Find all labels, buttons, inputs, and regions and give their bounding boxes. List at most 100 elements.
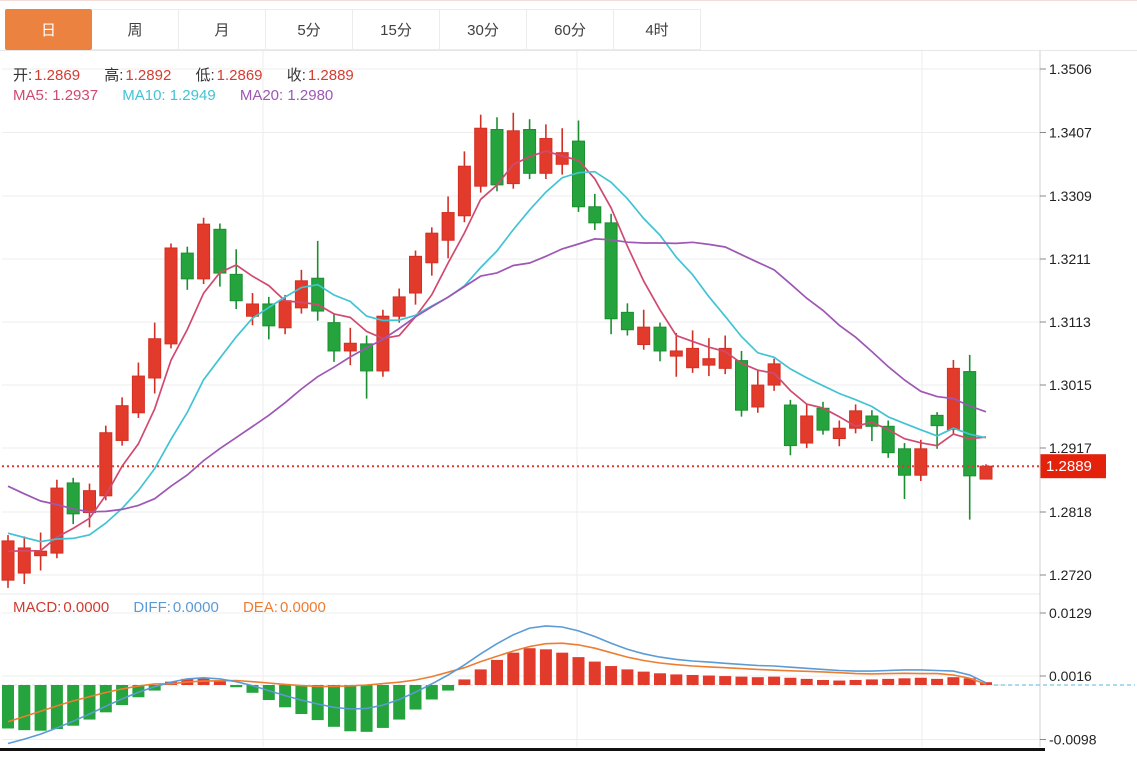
macd-bar (637, 671, 650, 685)
macd-bar (376, 685, 389, 728)
candle-body (751, 384, 765, 408)
svg-text:-0.0098: -0.0098 (1049, 732, 1097, 748)
tab-15min[interactable]: 15分 (353, 9, 440, 50)
grid-layer (0, 51, 1040, 747)
macd-bar (34, 685, 47, 731)
macd-bar (931, 678, 944, 685)
macd-bar (425, 685, 438, 700)
candle-body (278, 300, 292, 329)
tab-week[interactable]: 周 (92, 9, 179, 50)
candle-body (409, 255, 422, 294)
candle-body (523, 129, 537, 174)
candle-body (490, 129, 504, 186)
macd-bar (686, 674, 699, 685)
tab-30min[interactable]: 30分 (440, 9, 527, 50)
ma5-line (7, 150, 987, 553)
tab-4hour[interactable]: 4时 (614, 9, 701, 50)
candle-body (392, 296, 406, 317)
high-value: 1.2892 (125, 67, 172, 84)
macd-bar (344, 685, 357, 732)
candle-body (246, 303, 259, 317)
low-value: 1.2869 (216, 67, 263, 84)
svg-text:0.0016: 0.0016 (1049, 668, 1092, 684)
macd-bar (67, 685, 80, 726)
candle-body (229, 273, 243, 302)
candle-body (539, 138, 553, 174)
macd-bar (474, 669, 487, 685)
macd-bar (654, 673, 666, 685)
macd-bar (963, 678, 976, 685)
tab-day[interactable]: 日 (5, 9, 92, 50)
macd-bar (213, 681, 226, 685)
candle-body (881, 425, 895, 454)
tab-month[interactable]: 月 (179, 9, 266, 50)
macd-bar (393, 685, 406, 720)
svg-text:1.3309: 1.3309 (1049, 188, 1092, 204)
ma10-value: 1.2949 (169, 87, 216, 104)
ma-legend: MA5: 1.2937 MA10: 1.2949 MA20: 1.2980 (13, 87, 353, 104)
ma20-line (7, 238, 987, 513)
ma20-value: 1.2980 (287, 87, 334, 104)
ma20-label: MA20: (239, 87, 284, 104)
macd-legend: MACD: 0.0000 DIFF: 0.0000 DEA: 0.0000 (13, 599, 346, 616)
open-label: 开: (13, 67, 33, 84)
period-tab-bar: 日周月 5分 15分 30分 60分 4时 (0, 9, 1137, 51)
candle-body (50, 487, 64, 554)
candle-body (653, 326, 667, 352)
macd-bar (719, 676, 732, 685)
macd-bar (588, 661, 601, 685)
macd-bar (523, 648, 536, 685)
candles-layer (1, 112, 993, 588)
candle-body (360, 343, 374, 372)
candle-body (669, 350, 683, 357)
macd-bar (539, 649, 552, 685)
svg-text:1.3506: 1.3506 (1049, 61, 1092, 77)
candle-body (164, 247, 178, 345)
candle-body (588, 206, 602, 224)
macd-bar (768, 676, 781, 685)
macd-bar (18, 685, 31, 731)
macd-bar (556, 652, 569, 685)
ma10-line (7, 170, 987, 543)
macd-bar (458, 679, 471, 685)
open-value: 1.2869 (34, 67, 81, 84)
candle-body (66, 482, 80, 515)
close-label: 收: (286, 67, 306, 84)
candle-body (637, 326, 651, 346)
svg-text:1.3015: 1.3015 (1049, 377, 1092, 393)
macd-bar (817, 679, 829, 685)
macd-bar (670, 674, 683, 685)
low-label: 低: (195, 67, 215, 84)
candle-body (343, 342, 357, 352)
svg-text:0.0129: 0.0129 (1049, 605, 1092, 621)
macd-value: 0.0000 (63, 599, 110, 616)
candle-body (832, 427, 846, 440)
candle-body (620, 311, 634, 331)
macd-bar (230, 685, 243, 688)
macd-bar (914, 677, 927, 685)
macd-bar (751, 677, 764, 685)
tab-60min[interactable]: 60分 (527, 9, 614, 50)
ma10-label: MA10: (122, 87, 166, 104)
candle-body (930, 414, 944, 427)
candle-body (474, 127, 488, 187)
svg-text:1.2917: 1.2917 (1049, 440, 1092, 456)
macd-bar (865, 679, 878, 685)
high-label: 高: (104, 67, 124, 84)
macd-bar (849, 679, 862, 685)
candle-body (604, 222, 618, 320)
macd-bar (507, 652, 520, 685)
macd-bar (148, 685, 161, 691)
dea-label: DEA: (242, 599, 278, 616)
candle-body (376, 315, 390, 372)
candle-body (800, 415, 814, 444)
svg-text:1.2889: 1.2889 (1046, 458, 1092, 475)
candle-body (783, 404, 797, 447)
candle-body (898, 448, 911, 476)
ohlc-legend: 开: 1.2869 高: 1.2892 低: 1.2869 收: 1.2889 (13, 64, 374, 85)
tab-5min[interactable]: 5分 (266, 9, 353, 50)
macd-bar (491, 659, 503, 685)
macd-bar (328, 685, 340, 727)
candle-body (425, 232, 439, 264)
